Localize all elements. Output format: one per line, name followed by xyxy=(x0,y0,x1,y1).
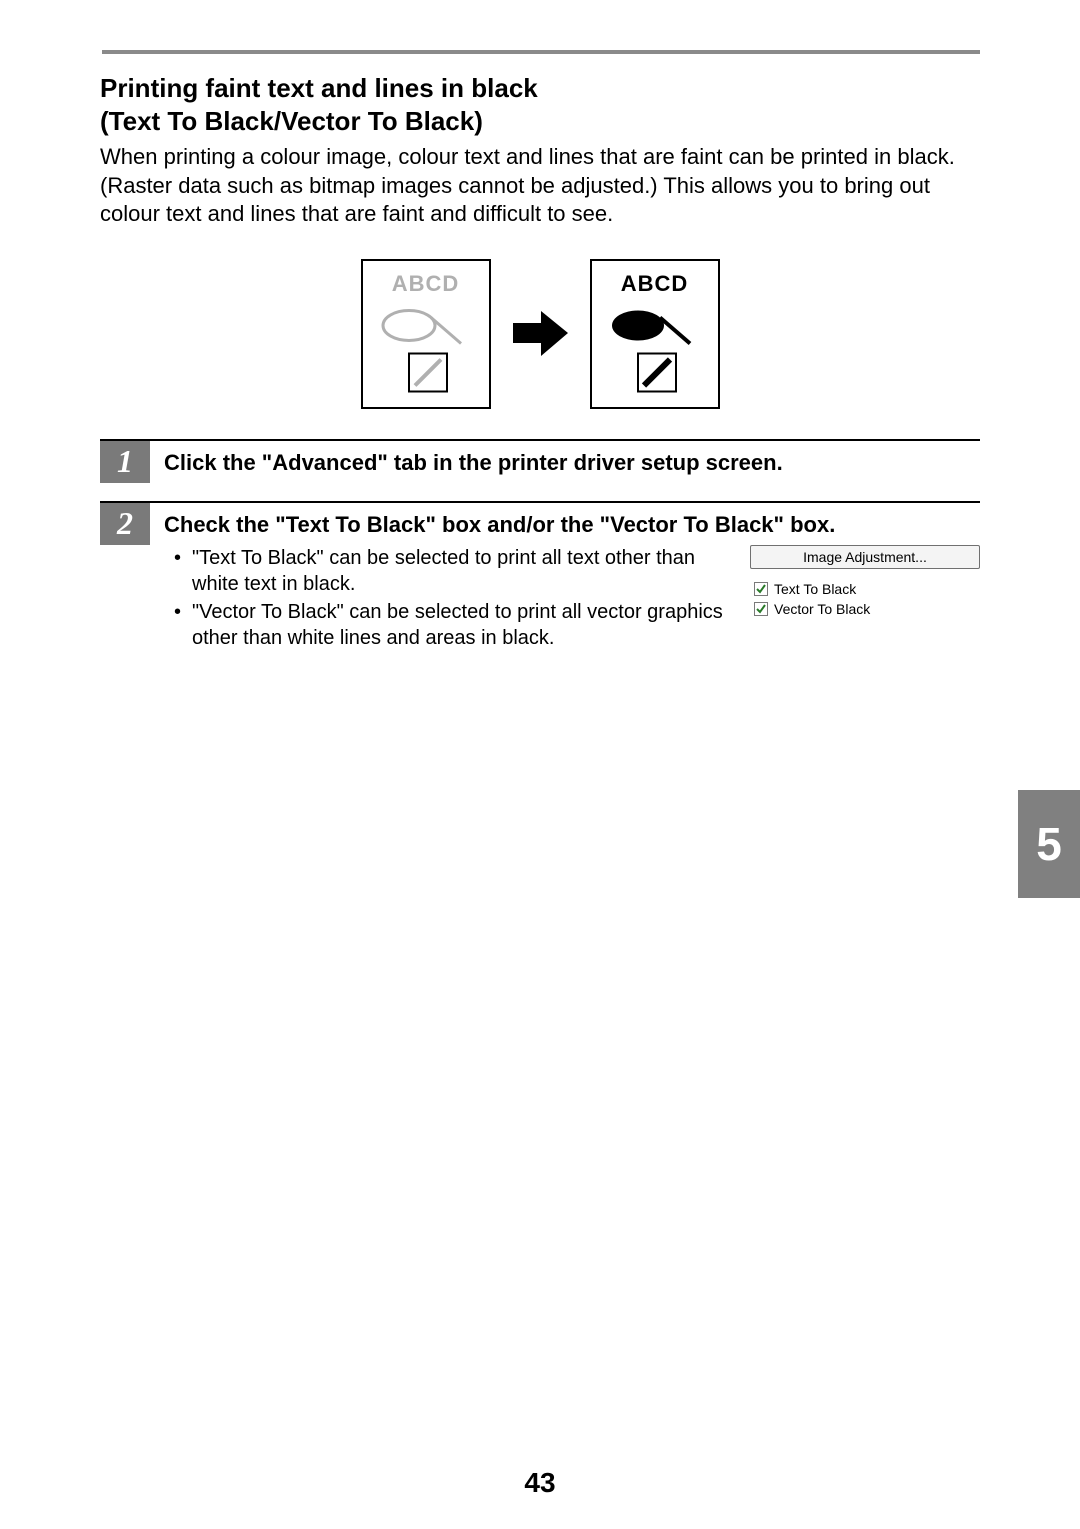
step-1-title: Click the "Advanced" tab in the printer … xyxy=(164,449,980,478)
before-after-illustration: ABCD ABCD xyxy=(100,259,980,409)
text-to-black-label: Text To Black xyxy=(774,581,856,597)
title-line-2: (Text To Black/Vector To Black) xyxy=(100,106,483,136)
before-shapes xyxy=(371,303,481,403)
step-1-content: Click the "Advanced" tab in the printer … xyxy=(164,449,980,478)
section-title: Printing faint text and lines in black (… xyxy=(100,72,980,137)
bullet-1: "Text To Black" can be selected to print… xyxy=(192,545,730,597)
arrow-icon xyxy=(513,311,568,356)
after-box: ABCD xyxy=(590,259,720,409)
check-icon xyxy=(756,584,766,594)
step-1: 1 Click the "Advanced" tab in the printe… xyxy=(100,439,980,483)
vector-to-black-row: Vector To Black xyxy=(754,601,980,617)
title-line-1: Printing faint text and lines in black xyxy=(100,73,538,103)
check-icon xyxy=(756,604,766,614)
text-to-black-checkbox[interactable] xyxy=(754,582,768,596)
step-2-bullets: "Text To Black" can be selected to print… xyxy=(164,545,730,653)
vector-to-black-checkbox[interactable] xyxy=(754,602,768,616)
step-number-2: 2 xyxy=(100,503,150,545)
step-2-content: Check the "Text To Black" box and/or the… xyxy=(164,511,980,654)
intro-paragraph: When printing a colour image, colour tex… xyxy=(100,143,980,229)
image-adjustment-button[interactable]: Image Adjustment... xyxy=(750,545,980,569)
step-number-1: 1 xyxy=(100,441,150,483)
after-label: ABCD xyxy=(621,271,689,297)
step-2-title: Check the "Text To Black" box and/or the… xyxy=(164,511,980,540)
top-rule xyxy=(102,50,980,54)
before-box: ABCD xyxy=(361,259,491,409)
step-2-body: "Text To Black" can be selected to print… xyxy=(164,545,980,653)
bullet-2: "Vector To Black" can be selected to pri… xyxy=(192,599,730,651)
page-number: 43 xyxy=(0,1467,1080,1499)
after-shapes xyxy=(600,303,710,403)
chapter-tab: 5 xyxy=(1018,790,1080,898)
vector-to-black-label: Vector To Black xyxy=(774,601,870,617)
text-to-black-row: Text To Black xyxy=(754,581,980,597)
before-label: ABCD xyxy=(392,271,460,297)
manual-page: Printing faint text and lines in black (… xyxy=(0,0,1080,1529)
driver-ui-snippet: Image Adjustment... Text To Black Vector… xyxy=(750,545,980,653)
step-2: 2 Check the "Text To Black" box and/or t… xyxy=(100,501,980,654)
